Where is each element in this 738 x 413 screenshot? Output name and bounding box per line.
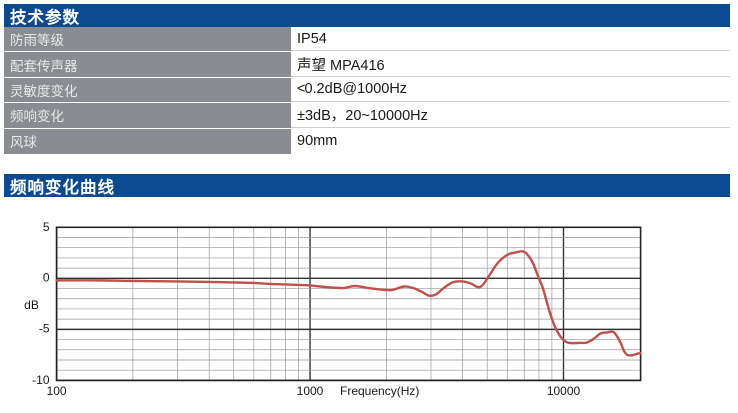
svg-text:5: 5 <box>43 220 50 234</box>
svg-text:Frequency(Hz): Frequency(Hz) <box>340 384 419 398</box>
svg-text:10000: 10000 <box>547 384 581 398</box>
svg-text:100: 100 <box>47 384 67 398</box>
svg-text:1000: 1000 <box>297 384 324 398</box>
svg-text:0: 0 <box>43 271 50 285</box>
svg-text:-5: -5 <box>39 322 50 336</box>
svg-text:dB: dB <box>24 298 39 312</box>
